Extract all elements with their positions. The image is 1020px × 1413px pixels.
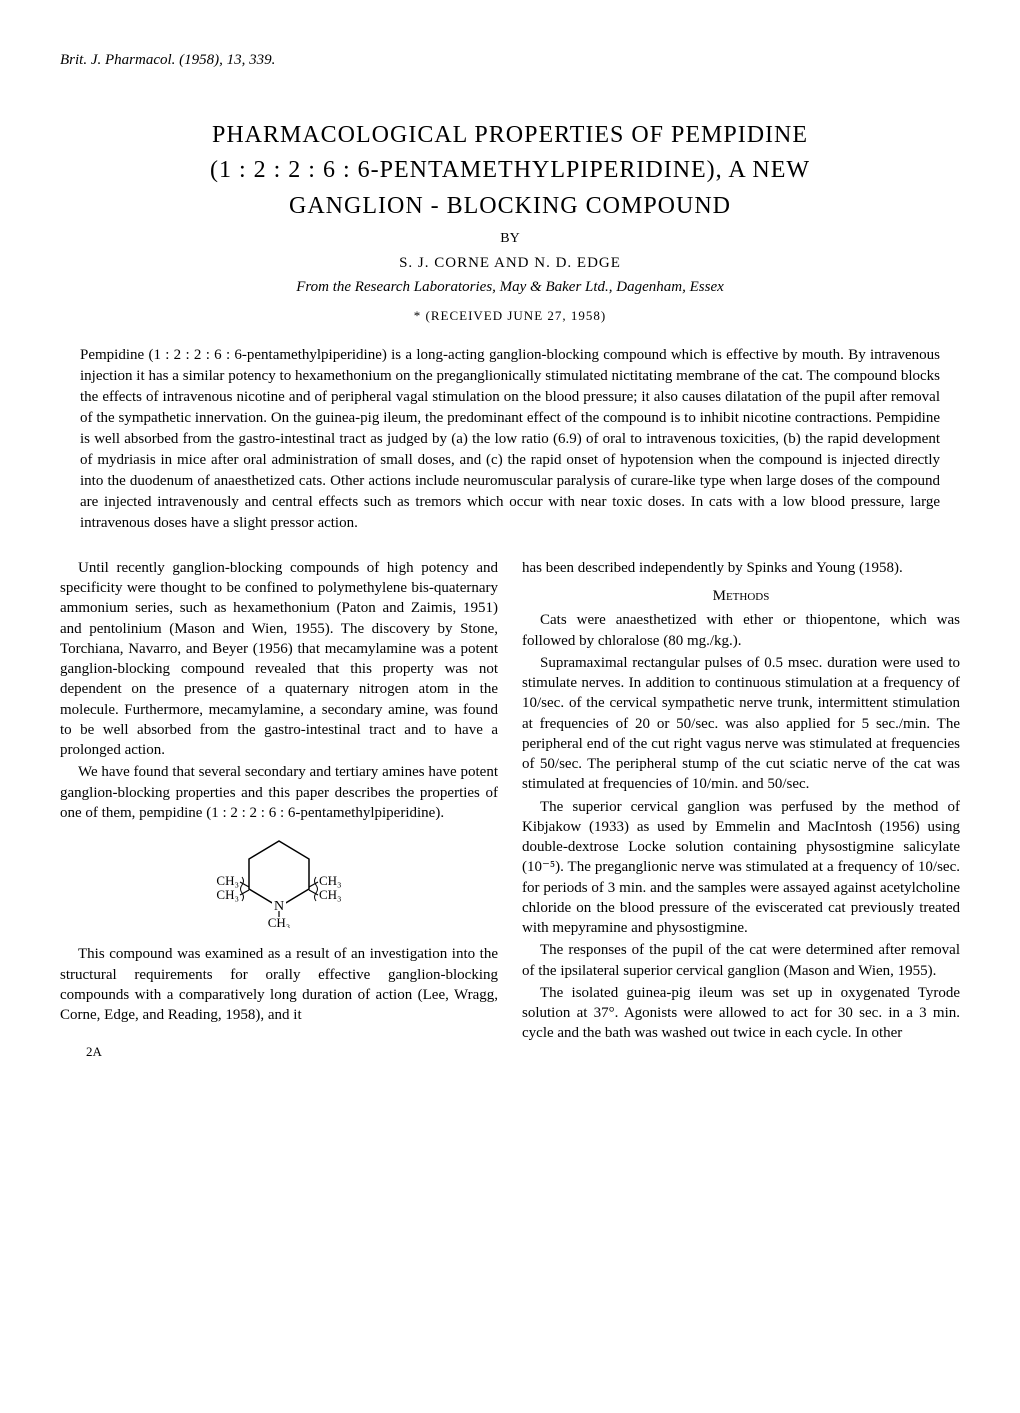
body-columns: Until recently ganglion-blocking compoun… — [60, 558, 960, 1061]
authors: S. J. CORNE AND N. D. EDGE — [60, 253, 960, 273]
ch3-label: CH₃ — [216, 887, 239, 902]
paper-title-line2: (1 : 2 : 2 : 6 : 6-PENTAMETHYLPIPERIDINE… — [60, 155, 960, 186]
paper-title-line1: PHARMACOLOGICAL PROPERTIES OF PEMPIDINE — [60, 120, 960, 151]
body-paragraph: Supramaximal rectangular pulses of 0.5 m… — [522, 653, 960, 795]
by-label: BY — [60, 230, 960, 249]
paper-title-line3: GANGLION - BLOCKING COMPOUND — [60, 191, 960, 222]
body-paragraph: Cats were anaesthetized with ether or th… — [522, 610, 960, 651]
right-column: has been described independently by Spin… — [522, 558, 960, 1061]
body-paragraph: This compound was examined as a result o… — [60, 944, 498, 1025]
left-column: Until recently ganglion-blocking compoun… — [60, 558, 498, 1061]
ch3-label: CH₃ — [319, 887, 342, 902]
body-paragraph: We have found that several secondary and… — [60, 762, 498, 823]
ch3-label: CH₃ — [216, 873, 239, 888]
body-paragraph: Until recently ganglion-blocking compoun… — [60, 558, 498, 761]
abstract: Pempidine (1 : 2 : 2 : 6 : 6-pentamethyl… — [80, 345, 940, 534]
affiliation: From the Research Laboratories, May & Ba… — [60, 277, 960, 297]
ch3-label: CH₃ — [268, 915, 291, 928]
methods-heading: Methods — [522, 586, 960, 606]
body-paragraph: The superior cervical ganglion was perfu… — [522, 797, 960, 939]
signature-mark: 2A — [60, 1043, 498, 1061]
body-paragraph: has been described independently by Spin… — [522, 558, 960, 578]
journal-citation: Brit. J. Pharmacol. (1958), 13, 339. — [60, 50, 960, 70]
chemical-structure: N CH₃ CH₃ CH₃ CH₃ CH₃ — [60, 833, 498, 934]
received-date: * (RECEIVED JUNE 27, 1958) — [60, 307, 960, 325]
ch3-label: CH₃ — [319, 873, 342, 888]
body-paragraph: The isolated guinea-pig ileum was set up… — [522, 983, 960, 1044]
body-paragraph: The responses of the pupil of the cat we… — [522, 940, 960, 981]
